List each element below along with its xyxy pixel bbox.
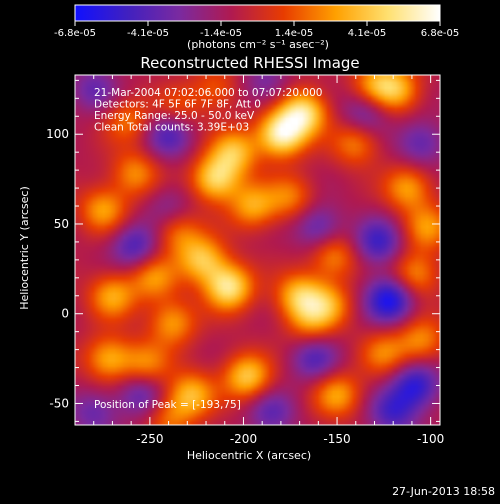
y-tick-label: 100: [46, 127, 69, 141]
colorbar-tick-label: 4.1e-05: [348, 28, 386, 39]
colorbar-tick-label: -1.4e-05: [200, 28, 242, 39]
x-tick-label: -200: [230, 432, 257, 446]
colorbar-tick-label: 1.4e-05: [275, 28, 313, 39]
y-axis-label: Heliocentric Y (arcsec): [18, 186, 31, 310]
colorbar-tick-label: 6.8e-05: [421, 28, 459, 39]
colorbar-tick-label: -6.8e-05: [54, 28, 96, 39]
plot-area: [75, 75, 440, 425]
x-axis-label: Heliocentric X (arcsec): [187, 449, 311, 462]
y-tick-label: -50: [49, 396, 69, 410]
x-tick-label: -250: [136, 432, 163, 446]
annotation-line: 21-Mar-2004 07:02:06.000 to 07:07:20.000: [94, 87, 322, 99]
heatmap-image: [75, 75, 440, 425]
annotation-line: Energy Range: 25.0 - 50.0 keV: [94, 110, 255, 122]
colorbar-tick-label: -4.1e-05: [127, 28, 169, 39]
colorbar-ticks: -6.8e-05 -4.1e-05 -1.4e-05 1.4e-05 4.1e-05 6.…: [54, 21, 459, 39]
y-tick-label: 50: [54, 217, 69, 231]
peak-label: Position of Peak = [-193,75]: [94, 399, 241, 411]
chart-title: Reconstructed RHESSI Image: [140, 54, 359, 72]
x-tick-label: -150: [323, 432, 350, 446]
annotations: 21-Mar-2004 07:02:06.000 to 07:07:20.000…: [94, 87, 322, 134]
annotation-line: Detectors: 4F 5F 6F 7F 8F, Att 0: [94, 99, 261, 111]
colorbar-unit-label: (photons cm⁻² s⁻¹ asec⁻²): [187, 38, 329, 51]
colorbar: [74, 4, 441, 22]
x-tick-label: -100: [417, 432, 444, 446]
axes: -250 -200 -150 -100 -50 0 50 100: [46, 74, 444, 446]
plot-frame: [74, 74, 441, 426]
y-tick-label: 0: [61, 307, 69, 321]
annotation-line: Clean Total counts: 3.39E+03: [94, 122, 249, 134]
footer-date: 27-Jun-2013 18:58: [392, 485, 495, 498]
